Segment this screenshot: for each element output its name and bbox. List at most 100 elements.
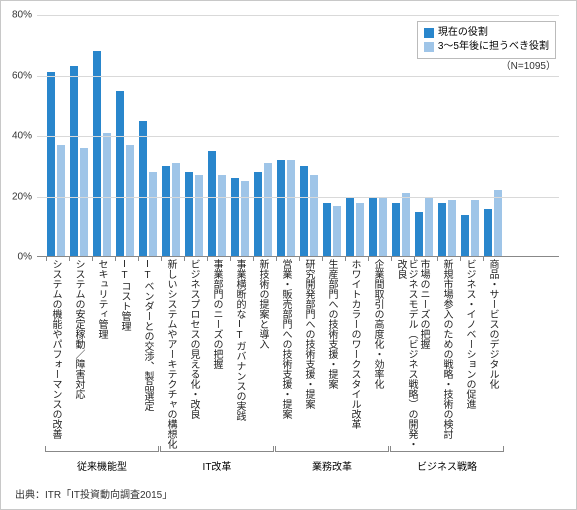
x-tick [253, 257, 254, 261]
legend-swatch-current [424, 28, 434, 38]
bar-current [116, 91, 124, 257]
bar-current [461, 215, 469, 257]
x-tick [207, 257, 208, 261]
x-tick [138, 257, 139, 261]
x-label: 新しいシステムやアーキテクチャの構想化 [165, 259, 176, 449]
legend-item-future: 3〜5年後に担うべき役割 [424, 40, 549, 54]
bar-current [93, 51, 101, 257]
bar-future [494, 190, 502, 257]
bar-future [103, 133, 111, 257]
legend-item-current: 現在の役割 [424, 26, 549, 40]
x-tick [230, 257, 231, 261]
bar-future [287, 160, 295, 257]
x-label: ビジネスプロセスの見える化・改良 [188, 259, 199, 419]
x-tick [414, 257, 415, 261]
bar-current [139, 121, 147, 257]
source-citation: 出典：ITR「IT投資動向調査2015」 [15, 486, 172, 501]
x-tick [92, 257, 93, 261]
bar-future [80, 148, 88, 257]
bar-future [57, 145, 65, 257]
x-label: 生産部門への技術支援・提案 [326, 259, 337, 389]
x-labels: システムの機能やパフォーマンスの改善 システムの安定稼動／障害対応 セキュリティ管理… [37, 259, 559, 455]
x-tick [69, 257, 70, 261]
bar-future [448, 200, 456, 257]
bar-current [162, 166, 170, 257]
y-tick-label: 20% [12, 191, 32, 202]
bar-current [47, 72, 55, 257]
bar-future [333, 206, 341, 257]
x-tick [322, 257, 323, 261]
x-label: 営業・販売部門への技術支援・提案 [280, 259, 291, 419]
x-label: 事業部門のニーズの把握 [211, 259, 222, 369]
bar-future [402, 193, 410, 257]
x-tick [299, 257, 300, 261]
bar-current [369, 197, 377, 258]
bar-current [208, 151, 216, 257]
bar-current [346, 197, 354, 258]
bar-current [415, 212, 423, 257]
x-tick [391, 257, 392, 261]
y-tick-label: 40% [12, 131, 32, 142]
bar-current [231, 178, 239, 257]
y-tick-label: 0% [18, 252, 32, 263]
group-label: IT改革 [160, 451, 274, 473]
bar-future [356, 203, 364, 257]
bar-future [195, 175, 203, 257]
sample-size-label: （N=1095） [501, 57, 556, 72]
bar-future [172, 163, 180, 257]
x-tick [368, 257, 369, 261]
y-tick-label: 80% [12, 10, 32, 21]
legend-label-current: 現在の役割 [438, 26, 488, 40]
gridline [37, 197, 559, 198]
bar-future [126, 145, 134, 257]
bar-current [300, 166, 308, 257]
x-label: システムの機能やパフォーマンスの改善 [50, 259, 61, 439]
x-tick [115, 257, 116, 261]
x-label: ITコスト管理 [119, 259, 130, 331]
group-label: ビジネス戦略 [390, 451, 504, 473]
bar-current [277, 160, 285, 257]
x-label: ホワイトカラーのワークスタイル改革 [349, 259, 360, 429]
gridline [37, 15, 559, 16]
bar-future [241, 181, 249, 257]
group-labels: 従来機能型IT改革業務改革ビジネス戦略 [37, 451, 559, 479]
group-label: 業務改革 [275, 451, 389, 473]
gridline [37, 76, 559, 77]
x-label: 商品・サービスのデジタル化 [487, 259, 498, 389]
x-tick [46, 257, 47, 261]
bar-future [218, 175, 226, 257]
y-tick-label: 60% [12, 70, 32, 81]
bar-future [471, 200, 479, 257]
bar-future [379, 197, 387, 258]
bar-current [185, 172, 193, 257]
bar-current [323, 203, 331, 257]
legend-swatch-future [424, 42, 434, 52]
x-tick [184, 257, 185, 261]
bar-future [425, 197, 433, 258]
x-label: システムの安定稼動／障害対応 [73, 259, 84, 399]
x-tick [437, 257, 438, 261]
bar-current [392, 203, 400, 257]
x-tick [460, 257, 461, 261]
chart-container: 現在の役割 3〜5年後に担うべき役割 （N=1095） システムの機能やパフォー… [0, 0, 577, 510]
bar-current [70, 66, 78, 257]
x-label: ビジネスモデル（ビジネス戦略）の開発・改良 [395, 259, 417, 455]
bar-future [149, 172, 157, 257]
x-label: ビジネス・イノベーションの促進 [464, 259, 475, 409]
x-label: 企業間取引の高度化・効率化 [372, 259, 383, 389]
x-tick [161, 257, 162, 261]
bar-future [310, 175, 318, 257]
bar-current [438, 203, 446, 257]
group-label: 従来機能型 [45, 451, 159, 473]
x-label: 新技術の提案と導入 [257, 259, 268, 349]
bar-future [264, 163, 272, 257]
bar-current [254, 172, 262, 257]
x-label: 新規市場参入のための戦略・技術の検討 [441, 259, 452, 439]
x-tick [276, 257, 277, 261]
legend: 現在の役割 3〜5年後に担うべき役割 [417, 21, 556, 59]
bar-current [484, 209, 492, 257]
x-label: 市場のニーズの把握 [418, 259, 429, 349]
x-label: ITベンダーとの交渉、製品選定 [142, 259, 153, 411]
x-label: セキュリティ管理 [96, 259, 107, 339]
legend-label-future: 3〜5年後に担うべき役割 [438, 40, 549, 54]
